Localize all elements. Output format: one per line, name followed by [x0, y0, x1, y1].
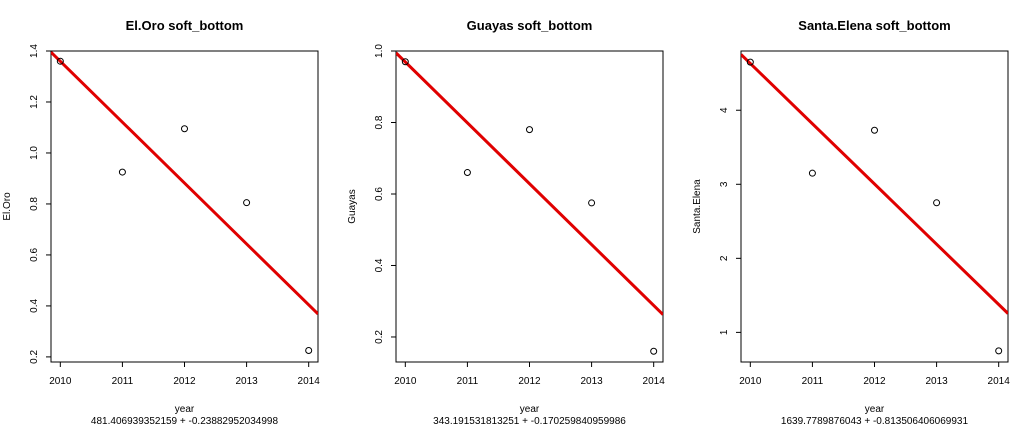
y-axis-label: Guayas	[347, 189, 358, 223]
data-point	[808, 169, 816, 177]
chart-panel-3: Santa.Elena soft_bottom 2010 2011 2012 2013 2…	[692, 18, 1010, 427]
x-tick-label: 2014	[643, 376, 666, 387]
x-tick-label: 2010	[394, 376, 417, 387]
data-point	[118, 168, 126, 176]
data-point	[526, 126, 533, 134]
chart-title: El.Oro soft_bottom	[126, 18, 244, 33]
x-tick-label: 2012	[518, 376, 541, 387]
y-tick-label: 0.2	[29, 350, 40, 364]
y-tick-label: 2	[719, 255, 730, 261]
y-tick-label: 0.8	[29, 197, 40, 211]
data-point	[588, 199, 596, 207]
plot-frame	[50, 50, 319, 363]
fit-equation: 343.191531813251 + -0.170259840959986	[433, 416, 626, 427]
x-tick-label: 2013	[580, 376, 603, 387]
data-point	[650, 347, 658, 355]
x-tick-label: 2011	[802, 376, 824, 387]
chart-title: Santa.Elena soft_bottom	[798, 18, 950, 33]
y-tick-label: 1.2	[29, 95, 40, 109]
x-tick-label: 2013	[235, 376, 258, 387]
x-tick-label: 2011	[457, 376, 479, 387]
plot-frame	[395, 50, 664, 363]
y-tick-label: 0.6	[374, 187, 385, 201]
x-axis-label: year	[865, 404, 885, 415]
y-tick-label: 0.2	[374, 330, 385, 344]
fit-line	[51, 51, 318, 316]
data-point	[933, 199, 941, 207]
data-point	[401, 58, 409, 66]
y-tick-label: 1.0	[29, 146, 40, 160]
y-axis-label: Santa.Elena	[692, 179, 703, 234]
data-point	[746, 58, 754, 66]
y-tick-label: 3	[719, 181, 730, 187]
y-tick-label: 4	[719, 107, 730, 113]
x-tick-label: 2012	[863, 376, 886, 387]
y-axis-label: El.Oro	[2, 192, 13, 221]
data-point	[181, 125, 188, 133]
x-tick-label: 2014	[298, 376, 321, 387]
chart-panel-1: El.Oro soft_bottom 2010 2011 2012 2013 2014 0.…	[2, 18, 320, 427]
y-tick-label: 0.6	[29, 248, 40, 262]
fit-line	[741, 53, 1008, 315]
data-point	[871, 126, 878, 134]
x-tick-label: 2014	[988, 376, 1011, 387]
plot-frame	[740, 50, 1009, 363]
x-tick-label: 2013	[925, 376, 948, 387]
data-point	[243, 199, 251, 207]
fit-line	[396, 51, 663, 316]
x-axis-label: year	[520, 404, 540, 415]
y-tick-label: 0.4	[29, 299, 40, 313]
x-tick-label: 2011	[112, 376, 134, 387]
data-point	[305, 347, 313, 355]
x-tick-label: 2012	[173, 376, 196, 387]
fit-equation: 481.406939352159 + -0.23882952034998	[91, 416, 279, 427]
y-tick-label: 1.0	[374, 44, 385, 58]
y-tick-label: 1.4	[29, 44, 40, 58]
data-point	[463, 169, 471, 177]
y-tick-label: 1	[719, 329, 730, 335]
x-tick-label: 2010	[739, 376, 762, 387]
data-point	[995, 347, 1003, 355]
chart-panel-2: Guayas soft_bottom 2010 2011 2012 2013 2014 0.…	[347, 18, 665, 427]
fit-equation: 1639.7789876043 + -0.813506406069931	[781, 416, 969, 427]
x-axis-label: year	[175, 404, 195, 415]
y-tick-label: 0.8	[374, 115, 385, 129]
data-point	[56, 57, 64, 65]
y-tick-label: 0.4	[374, 258, 385, 272]
x-tick-label: 2010	[49, 376, 72, 387]
chart-title: Guayas soft_bottom	[467, 18, 593, 33]
